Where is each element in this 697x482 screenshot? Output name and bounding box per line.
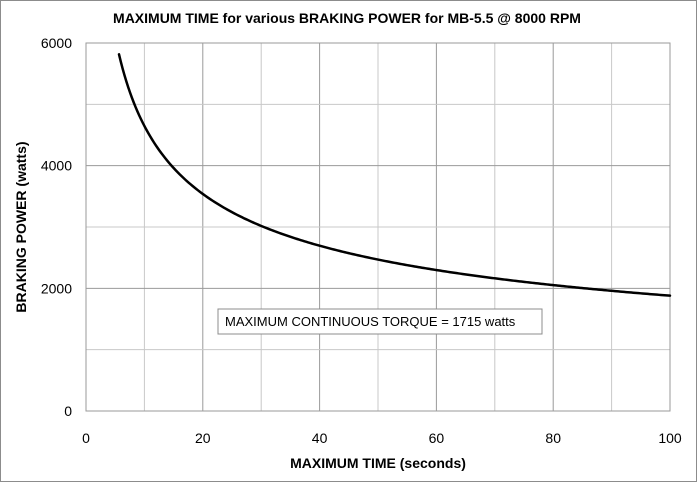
x-tick-label: 100 [658, 430, 682, 446]
series-layer [117, 53, 672, 297]
x-axis-label: MAXIMUM TIME (seconds) [290, 455, 466, 471]
grid-layer [85, 42, 671, 412]
x-tick-label: 80 [545, 430, 561, 446]
annotation-text: MAXIMUM CONTINUOUS TORQUE = 1715 watts [225, 314, 516, 329]
plot-area-border [85, 42, 671, 412]
annotation-layer: MAXIMUM CONTINUOUS TORQUE = 1715 watts [217, 308, 543, 335]
y-tick-label: 0 [64, 403, 72, 419]
annotation-box [217, 308, 543, 335]
chart-title: MAXIMUM TIME for various BRAKING POWER f… [113, 10, 581, 26]
y-tick-label: 2000 [41, 280, 72, 296]
tick-layer: 0 20 40 60 80 100 0 2000 4000 6000 [41, 35, 682, 446]
y-axis-label: BRAKING POWER (watts) [13, 141, 29, 312]
x-tick-label: 40 [312, 430, 328, 446]
x-tick-label: 60 [429, 430, 445, 446]
x-tick-label: 0 [82, 430, 90, 446]
series-line [117, 53, 672, 297]
y-tick-label: 6000 [41, 35, 72, 51]
y-tick-label: 4000 [41, 158, 72, 174]
x-tick-label: 20 [195, 430, 211, 446]
